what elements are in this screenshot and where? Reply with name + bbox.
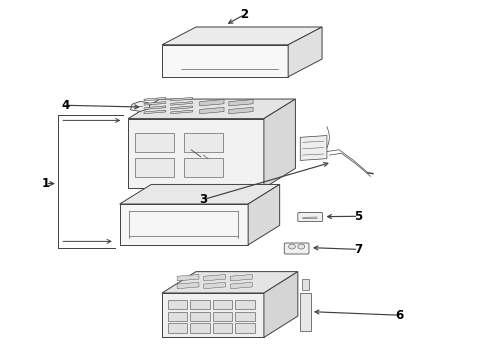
Text: 7: 7 — [354, 243, 362, 256]
Polygon shape — [228, 99, 253, 106]
Polygon shape — [230, 282, 252, 289]
Polygon shape — [162, 27, 322, 45]
Polygon shape — [120, 184, 279, 204]
Polygon shape — [300, 135, 326, 161]
Polygon shape — [170, 106, 192, 109]
Text: 5: 5 — [354, 210, 362, 223]
Bar — [167, 312, 187, 321]
Polygon shape — [287, 27, 322, 77]
Polygon shape — [162, 293, 264, 337]
Bar — [212, 300, 232, 310]
Polygon shape — [128, 99, 295, 118]
Polygon shape — [170, 102, 192, 105]
Text: 6: 6 — [395, 309, 403, 322]
Polygon shape — [162, 272, 297, 293]
Polygon shape — [200, 107, 224, 114]
FancyBboxPatch shape — [297, 212, 322, 222]
Polygon shape — [228, 107, 253, 114]
Text: 4: 4 — [61, 99, 69, 112]
Text: 3: 3 — [199, 193, 207, 206]
Polygon shape — [203, 282, 225, 289]
Bar — [235, 300, 254, 310]
Polygon shape — [144, 102, 165, 105]
Polygon shape — [120, 204, 247, 245]
Polygon shape — [177, 282, 199, 289]
Bar — [300, 293, 310, 331]
Text: 1: 1 — [41, 177, 50, 190]
Bar — [235, 324, 254, 333]
Polygon shape — [128, 118, 264, 188]
Bar — [167, 324, 187, 333]
Circle shape — [297, 244, 304, 249]
Polygon shape — [170, 110, 192, 114]
Bar — [135, 133, 174, 152]
Text: 2: 2 — [240, 8, 248, 21]
Bar — [183, 133, 222, 152]
Polygon shape — [144, 106, 165, 109]
Bar — [190, 312, 209, 321]
Polygon shape — [203, 274, 225, 281]
Polygon shape — [130, 102, 150, 111]
Polygon shape — [162, 45, 287, 77]
Bar — [167, 300, 187, 310]
Bar — [183, 158, 222, 177]
Bar — [212, 324, 232, 333]
Polygon shape — [264, 272, 297, 337]
Polygon shape — [247, 184, 279, 245]
Polygon shape — [264, 99, 295, 188]
Polygon shape — [144, 97, 165, 101]
Bar — [235, 312, 254, 321]
Polygon shape — [170, 97, 192, 101]
Polygon shape — [177, 274, 199, 281]
Polygon shape — [144, 110, 165, 114]
Bar — [190, 324, 209, 333]
Bar — [135, 158, 174, 177]
Polygon shape — [230, 274, 252, 281]
FancyBboxPatch shape — [284, 243, 308, 254]
Circle shape — [288, 244, 295, 249]
Bar — [212, 312, 232, 321]
Bar — [301, 279, 309, 290]
Bar — [190, 300, 209, 310]
Polygon shape — [200, 99, 224, 106]
